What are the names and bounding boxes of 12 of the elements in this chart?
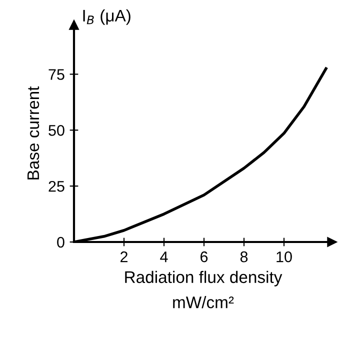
x-axis-title: Radiation flux density mW/cm² [125, 270, 282, 308]
y-axis-title: Base current [28, 86, 40, 180]
y-tick-label: 0 [57, 236, 64, 248]
text: I$_{B}$ (μA) [83, 9, 130, 25]
x-tick-label: 6 [200, 251, 208, 262]
x-tick-label: 2 [120, 251, 128, 262]
x-tick-label: 4 [160, 252, 168, 262]
x-tick-label: 8 [240, 251, 248, 262]
y-tick-label: 50 [48, 125, 64, 136]
y-tick-label: 25 [48, 180, 64, 192]
y-tick-label: 75 [48, 69, 64, 80]
x-tick-label: 10 [276, 251, 292, 262]
